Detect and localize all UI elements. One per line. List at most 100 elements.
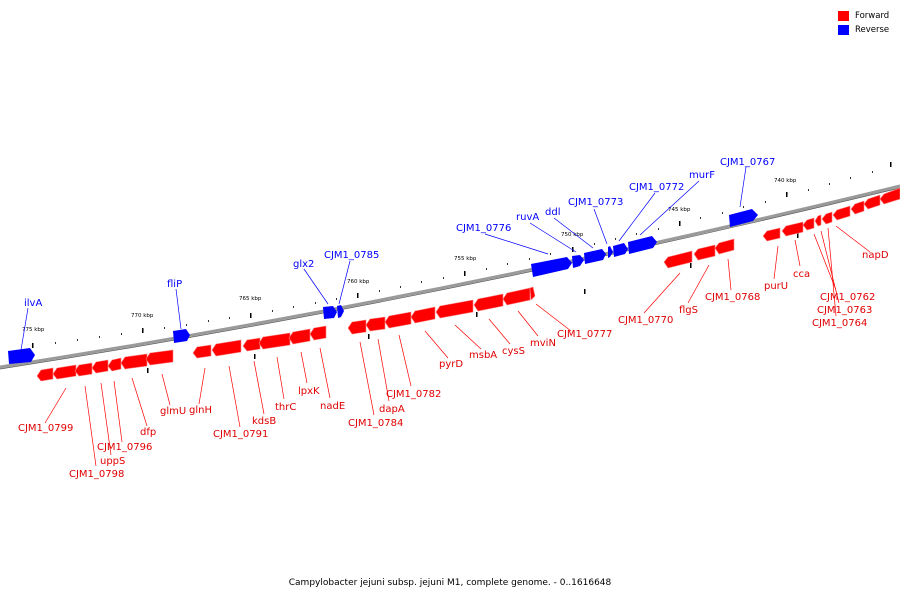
gene-label-murF: murF: [689, 170, 715, 181]
gene-arrow-CJM1_0763[interactable]: [814, 214, 822, 227]
gene-arrow-flgS[interactable]: [693, 244, 716, 261]
gene-arrow-napD[interactable]: [832, 205, 851, 221]
gene-arrow-fliP[interactable]: [173, 329, 190, 343]
gene-label-napD: napD: [862, 250, 889, 261]
forward-labels: CJM1_0799 CJM1_0798 uppS CJM1_0796 dfp g…: [18, 250, 889, 480]
tick-label: 755 kbp: [454, 256, 477, 262]
gene-label-CJM1_0796: CJM1_0796: [97, 442, 152, 453]
gene-arrow-glx2[interactable]: [323, 306, 337, 319]
gene-arrow-cca[interactable]: [781, 221, 804, 237]
gene-label-CJM1_0767: CJM1_0767: [720, 157, 775, 168]
gene-arrow-CJM1_0776[interactable]: [531, 257, 572, 277]
gene-arrow-uppS[interactable]: [74, 362, 93, 377]
kbp-ticks: 775 kbp 770 kbp 765 kbp 760 kbp 755 kbp …: [22, 162, 892, 373]
gene-arrow-nadE[interactable]: [288, 328, 311, 345]
gene-arrow-ilvA[interactable]: [8, 348, 35, 364]
gene-arrow-CJM1_0777b[interactable]: [529, 286, 536, 301]
gene-arrow-CJM1_0773[interactable]: [608, 246, 613, 258]
gene-label-CJM1_0770: CJM1_0770: [618, 315, 673, 326]
gene-label-glx2: glx2: [293, 259, 314, 270]
gene-label-CJM1_0772: CJM1_0772: [629, 182, 684, 193]
gene-label-purU: purU: [764, 281, 788, 292]
tick-mark: [357, 293, 359, 298]
gene-arrow-kdsB[interactable]: [211, 339, 242, 357]
gene-arrow-purU[interactable]: [762, 227, 781, 242]
gene-arrow-CJM1_0785[interactable]: [337, 305, 344, 318]
tick-mark: [32, 343, 34, 348]
gene-arrow-extra2[interactable]: [863, 194, 881, 210]
gene-arrow-glmU[interactable]: [120, 353, 148, 370]
gene-label-pyrD: pyrD: [439, 359, 463, 370]
gene-label-CJM1_0768: CJM1_0768: [705, 292, 760, 303]
legend-reverse-label: Reverse: [855, 25, 890, 35]
legend-forward-label: Forward: [855, 11, 890, 21]
gene-arrow-pyrD[interactable]: [384, 311, 412, 329]
gene-arrow-ruvA[interactable]: [572, 255, 584, 268]
gene-label-ddl: ddl: [545, 207, 560, 218]
legend-forward: Forward: [838, 9, 889, 23]
gene-arrow-CJM1_0777[interactable]: [502, 287, 531, 306]
gene-arrow-CJM1_0799[interactable]: [36, 367, 54, 382]
gene-arrow-dapA[interactable]: [309, 325, 327, 341]
gene-arrow-CJM1_0782[interactable]: [365, 316, 386, 332]
gene-arrow-lpxK[interactable]: [258, 332, 291, 350]
gene-arrow-CJM1_0770[interactable]: [663, 250, 693, 269]
gene-arrow-CJM1_0772[interactable]: [613, 243, 628, 257]
gene-label-CJM1_0799: CJM1_0799: [18, 423, 73, 434]
gene-arrow-CJM1_0767[interactable]: [729, 209, 758, 227]
gene-label-CJM1_0764: CJM1_0764: [812, 318, 867, 329]
gene-arrow-murF[interactable]: [628, 236, 657, 254]
genome-caption: Campylobacter jejuni subsp. jejuni M1, c…: [288, 578, 612, 588]
tick-mark: [142, 328, 144, 333]
legend: Forward Reverse: [838, 9, 889, 37]
leader-lines-reverse: [20, 166, 747, 351]
gene-label-ilvA: ilvA: [24, 298, 42, 309]
tick-mark: [679, 221, 681, 226]
tick-label: 750 kbp: [561, 232, 584, 238]
gene-label-CJM1_0782: CJM1_0782: [386, 389, 441, 400]
gene-arrow-CJM1_0796[interactable]: [91, 359, 109, 374]
gene-arrow-CJM1_0798[interactable]: [52, 364, 77, 380]
gene-arrow-CJM1_0762[interactable]: [802, 217, 815, 231]
gene-label-dfp: dfp: [140, 427, 156, 438]
gene-label-CJM1_0762: CJM1_0762: [820, 292, 875, 303]
reverse-genes: [8, 209, 758, 364]
gene-arrow-extra1[interactable]: [850, 200, 865, 215]
gene-label-cca: cca: [793, 269, 810, 280]
gene-arrow-CJM1_0768[interactable]: [714, 238, 735, 255]
gene-arrow-extra3[interactable]: [879, 187, 900, 205]
reverse-labels: ilvA fliP glx2 CJM1_0785 CJM1_0776 ruvA …: [24, 157, 775, 309]
gene-label-flgS: flgS: [679, 305, 698, 316]
reverse-swatch: [838, 25, 849, 35]
gene-label-CJM1_0785: CJM1_0785: [324, 250, 379, 261]
gene-arrow-msbA[interactable]: [410, 306, 436, 324]
forward-genes: [36, 187, 900, 382]
gene-label-CJM1_0784: CJM1_0784: [348, 418, 403, 429]
gene-label-CJM1_0791: CJM1_0791: [213, 429, 268, 440]
gene-label-msbA: msbA: [469, 350, 497, 361]
gene-arrow-CJM1_0791[interactable]: [192, 344, 212, 359]
tick-label: 775 kbp: [22, 327, 45, 333]
gene-arrow-thrC[interactable]: [242, 337, 261, 352]
gene-label-CJM1_0798: CJM1_0798: [69, 469, 124, 480]
gene-arrow-dfp[interactable]: [107, 357, 122, 372]
gene-arrow-mviN[interactable]: [473, 293, 504, 312]
gene-arrow-CJM1_0784[interactable]: [347, 319, 367, 335]
tick-mark: [890, 162, 892, 167]
legend-reverse: Reverse: [838, 23, 889, 37]
gene-label-CJM1_0773: CJM1_0773: [568, 197, 623, 208]
tick-label: 770 kbp: [131, 313, 154, 319]
tick-mark: [786, 192, 788, 197]
tick-label: 745 kbp: [668, 207, 691, 213]
gene-arrow-glnH[interactable]: [145, 349, 174, 366]
gene-arrow-cysS[interactable]: [435, 299, 474, 319]
tick-label: 765 kbp: [239, 296, 262, 302]
gene-label-kdsB: kdsB: [252, 416, 276, 427]
gene-arrow-ddl[interactable]: [584, 249, 606, 264]
tick-mark: [572, 247, 574, 252]
forward-swatch: [838, 11, 849, 21]
tick-mark: [464, 271, 466, 276]
gene-label-uppS: uppS: [100, 456, 125, 467]
gene-arrow-CJM1_0764[interactable]: [821, 211, 833, 225]
